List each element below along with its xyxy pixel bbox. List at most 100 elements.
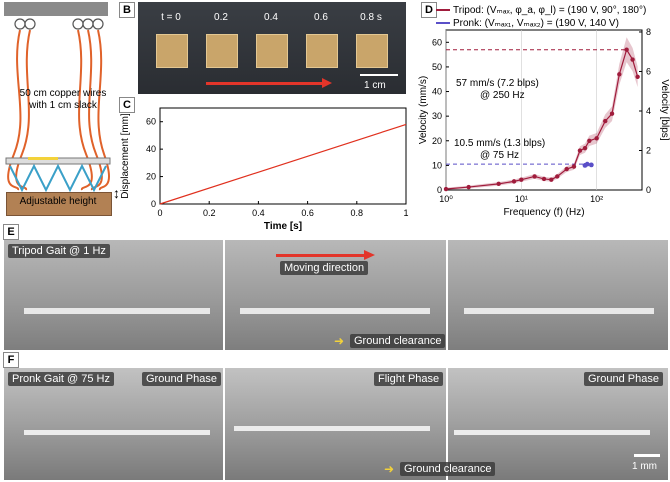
y-tick-label: 50: [432, 62, 442, 72]
time-label: 0.8 s: [360, 12, 382, 23]
time-label: t = 0: [161, 12, 181, 23]
data-point-tripod: [624, 47, 629, 52]
data-point-tripod: [617, 72, 622, 77]
pronk-gait-tag: Pronk Gait @ 75 Hz: [8, 372, 114, 386]
y-tick-label: 60: [146, 117, 156, 127]
ground-clearance-tag-e: Ground clearance: [350, 334, 446, 348]
frame-divider: [223, 240, 225, 350]
x-tick-label: 0.8: [351, 208, 364, 218]
scalebar-b: [360, 74, 398, 76]
panel-label-c: C: [119, 97, 135, 113]
arrow-head-icon: [364, 250, 375, 260]
robot-frame: [356, 34, 388, 68]
data-point-tripod: [511, 179, 517, 184]
flight-phase-tag: Flight Phase: [374, 372, 444, 386]
data-point-tripod: [609, 111, 615, 116]
y-axis-label: Velocity (mm/s): [418, 76, 429, 144]
robot-frame: [156, 34, 188, 68]
frame-divider: [223, 368, 225, 480]
robot-frame: [206, 34, 238, 68]
robot-silhouette: [234, 426, 430, 431]
data-point-pronk: [588, 162, 594, 168]
data-point-tripod: [532, 174, 537, 179]
data-point-tripod: [587, 138, 592, 143]
data-point-tripod: [519, 177, 524, 182]
y2-tick-label: 8: [646, 27, 651, 37]
series-band-tripod: [446, 37, 638, 190]
robot-frame: [306, 34, 338, 68]
moving-direction-arrow: [276, 254, 366, 257]
arrow-head-icon: [322, 78, 332, 88]
panel-b-photo: t = 0 0.2 0.4 0.6 0.8 s 1 cm: [138, 2, 406, 94]
yellow-arrow-icon: ➜: [384, 462, 395, 476]
moving-direction-tag: Moving direction: [280, 261, 369, 275]
annotation-10mms-freq: @ 75 Hz: [480, 150, 520, 161]
panel-f-photo: Pronk Gait @ 75 Hz Ground Phase Flight P…: [4, 368, 668, 480]
data-point-tripod: [630, 57, 635, 62]
data-point-tripod: [496, 181, 501, 187]
chart-c: 0 0.2 0.4 0.6 0.8 1 0 20 40 60 Time [s] Displacemen…: [120, 107, 409, 232]
chart-d: 10⁰ 10¹ 10² 0 10 20 30 40 50 60 0 2 4 6 8 Frequency (f)…: [418, 27, 670, 218]
legend-item-tripod: Tripod: (Vₘₐₓ, φ_a, φ_l) = (190 V, 90°, …: [436, 4, 646, 17]
y-tick-label: 0: [437, 185, 442, 195]
x-tick-label: 0.4: [252, 208, 265, 218]
x-axis-label: Time [s]: [264, 221, 302, 232]
y-tick-label: 20: [432, 136, 442, 146]
data-point-tripod: [555, 174, 560, 179]
data-point-tripod: [594, 136, 599, 141]
annotation-57mms-freq: @ 250 Hz: [480, 90, 525, 101]
scalebar-f: [634, 454, 660, 457]
robot-frame: [256, 34, 288, 68]
wire-rig-diagram: [5, 18, 111, 193]
y-tick-label: 20: [146, 172, 156, 182]
time-label: 0.2: [214, 12, 228, 23]
robot-silhouette: [240, 308, 430, 314]
x-tick-label: 0.6: [301, 208, 314, 218]
annotation-10mms: 10.5 mm/s (1.3 blps) @ 75 Hz: [454, 138, 545, 162]
frame-divider: [446, 240, 448, 350]
x-axis-label: Frequency (f) (Hz): [503, 207, 584, 218]
plot-frame: [159, 107, 407, 205]
up-down-arrow-icon: ↕: [113, 185, 120, 201]
adjustable-height-platform: [6, 192, 112, 216]
y2-tick-label: 0: [646, 185, 651, 195]
panel-e-photo: Tripod Gait @ 1 Hz Moving direction ➜ Gr…: [4, 240, 668, 350]
direction-arrow: [206, 82, 324, 85]
y2-tick-label: 2: [646, 145, 651, 155]
y-axis-label: Displacement [mm]: [120, 113, 131, 199]
ground-phase-tag-1: Ground Phase: [142, 372, 221, 386]
ground-clearance-tag-f: Ground clearance: [400, 462, 496, 476]
x-tick-label: 0: [157, 208, 162, 218]
top-mount-bar: [4, 2, 108, 16]
legend-marker-tripod: [436, 9, 450, 12]
adjustable-height-label: Adjustable height: [19, 196, 97, 207]
wires-caption: 50 cm copper wires with 1 cm slack: [10, 88, 116, 112]
y-tick-label: 40: [146, 144, 156, 154]
data-point-pronk: [584, 161, 590, 167]
y2-tick-label: 6: [646, 66, 651, 76]
data-point-tripod: [541, 176, 547, 182]
wires-caption-line2: with 1 cm slack: [29, 100, 97, 111]
annotation-10mms-value: 10.5 mm/s (1.3 blps): [454, 138, 546, 149]
data-point-tripod: [564, 166, 569, 172]
robot-silhouette: [454, 430, 650, 435]
data-point-tripod: [603, 118, 608, 124]
data-point-tripod: [577, 148, 583, 153]
panel-label-f: F: [3, 352, 19, 368]
series-line-displacement: [159, 123, 407, 205]
data-point-tripod: [635, 74, 640, 79]
legend-marker-pronk: [436, 22, 450, 25]
y-tick-label: 10: [432, 160, 442, 170]
y-tick-label: 30: [432, 111, 442, 121]
time-label: 0.4: [264, 12, 278, 23]
x-tick-label: 10⁰: [439, 194, 453, 204]
y2-axis-label: Velocity [blps]: [659, 79, 670, 140]
legend-pronk-label: Pronk: (Vₘₐₓ₁, Vₘₐₓ₂) = (190 V, 140 V): [453, 18, 619, 29]
y-tick-label: 40: [432, 87, 442, 97]
panel-label-e: E: [3, 224, 19, 240]
legend-tripod-label: Tripod: (Vₘₐₓ, φ_a, φ_l) = (190 V, 90°, …: [453, 5, 647, 16]
x-tick-label: 10²: [590, 194, 603, 204]
time-label: 0.6: [314, 12, 328, 23]
y-tick-label: 60: [432, 37, 442, 47]
robot-silhouette: [464, 308, 654, 314]
